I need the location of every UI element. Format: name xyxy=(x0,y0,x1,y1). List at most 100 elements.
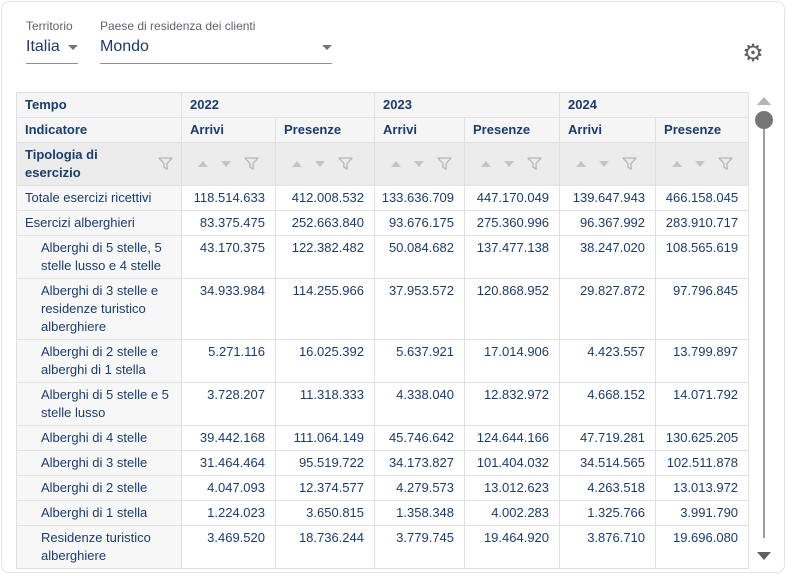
settings-button[interactable]: ⚙ xyxy=(739,40,767,68)
data-cell: 133.636.709 xyxy=(374,185,466,211)
data-cell: 1.325.766 xyxy=(559,500,657,526)
data-cell: 101.404.032 xyxy=(464,450,561,476)
vertical-scrollbar[interactable] xyxy=(752,97,776,562)
year-header-row: Tempo 2022 2023 2024 xyxy=(16,92,750,118)
sort-desc-icon[interactable] xyxy=(504,161,515,167)
sort-cell-arrivi-2023 xyxy=(374,142,466,186)
tipologia-header-cell: Tipologia di esercizio xyxy=(16,142,182,186)
data-cell: 3.469.520 xyxy=(181,525,276,569)
scroll-up-icon[interactable] xyxy=(757,97,771,105)
filter-funnel-icon[interactable] xyxy=(244,157,259,171)
data-cell: 252.663.840 xyxy=(274,210,376,236)
row-label: Alberghi di 5 stelle e 5 stelle lusso xyxy=(16,382,182,426)
data-cell: 111.064.149 xyxy=(274,425,376,451)
table-row: Alberghi di 5 stelle, 5 stelle lusso e 4… xyxy=(16,235,750,279)
sort-header-row: Tipologia di esercizio xyxy=(16,142,750,186)
chevron-down-icon xyxy=(68,44,78,50)
data-cell: 4.668.152 xyxy=(559,382,657,426)
table-row: Alberghi di 1 stella 1.224.023 3.650.815… xyxy=(16,500,750,526)
scroll-down-icon[interactable] xyxy=(757,552,771,560)
sort-asc-icon[interactable] xyxy=(391,161,402,167)
data-cell: 39.442.168 xyxy=(181,425,276,451)
data-cell: 275.360.996 xyxy=(464,210,561,236)
data-cell: 3.779.745 xyxy=(374,525,466,569)
tipologia-label: Tipologia di esercizio xyxy=(25,147,98,180)
sort-cell-arrivi-2022 xyxy=(181,142,276,186)
data-cell: 13.013.972 xyxy=(655,475,750,501)
data-cell: 43.170.375 xyxy=(181,235,276,279)
table-row: Alberghi di 4 stelle 39.442.168 111.064.… xyxy=(16,425,750,451)
col-header-arrivi-2022: Arrivi xyxy=(181,117,276,143)
territorio-filter: Territorio Italia xyxy=(26,19,78,64)
sort-asc-icon[interactable] xyxy=(576,161,587,167)
table-row: Residenze turistico alberghiere 3.469.52… xyxy=(16,525,750,569)
table-row: Alberghi di 3 stelle e residenze turisti… xyxy=(16,278,750,340)
data-cell: 18.736.244 xyxy=(274,525,376,569)
data-cell: 4.002.283 xyxy=(464,500,561,526)
sort-desc-icon[interactable] xyxy=(414,161,425,167)
data-cell: 83.375.475 xyxy=(181,210,276,236)
data-cell: 34.933.984 xyxy=(181,278,276,340)
col-header-presenze-2023: Presenze xyxy=(464,117,561,143)
sort-desc-icon[interactable] xyxy=(315,161,325,167)
year-2022-header: 2022 xyxy=(180,92,376,118)
data-cell: 50.084.682 xyxy=(374,235,466,279)
table-row: Totale esercizi ricettivi 118.514.633 41… xyxy=(16,185,750,211)
indicator-header-row: Indicatore Arrivi Presenze Arrivi Presen… xyxy=(16,117,750,143)
sort-asc-icon[interactable] xyxy=(198,161,208,167)
filter-funnel-icon[interactable] xyxy=(338,157,353,171)
data-cell: 120.868.952 xyxy=(464,278,561,340)
sort-cell-presenze-2024 xyxy=(655,142,750,186)
sort-cell-arrivi-2024 xyxy=(559,142,657,186)
data-cell: 139.647.943 xyxy=(559,185,657,211)
residence-country-label: Paese di residenza dei clienti xyxy=(100,19,256,33)
data-cell: 1.224.023 xyxy=(181,500,276,526)
data-cell: 45.746.642 xyxy=(374,425,466,451)
data-cell: 5.637.921 xyxy=(374,339,466,383)
data-cell: 122.382.482 xyxy=(274,235,376,279)
data-cell: 447.170.049 xyxy=(464,185,561,211)
sort-cell-presenze-2023 xyxy=(464,142,561,186)
filter-funnel-icon[interactable] xyxy=(527,157,542,171)
territorio-select[interactable]: Italia xyxy=(26,38,78,64)
col-header-presenze-2024: Presenze xyxy=(655,117,750,143)
sort-asc-icon[interactable] xyxy=(292,161,302,167)
data-cell: 3.650.815 xyxy=(274,500,376,526)
data-cell: 5.271.116 xyxy=(181,339,276,383)
data-cell: 466.158.045 xyxy=(655,185,750,211)
data-cell: 114.255.966 xyxy=(274,278,376,340)
data-cell: 31.464.464 xyxy=(181,450,276,476)
tempo-header: Tempo xyxy=(16,92,182,118)
col-header-arrivi-2024: Arrivi xyxy=(559,117,657,143)
indicatore-header: Indicatore xyxy=(16,117,182,143)
row-label: Residenze turistico alberghiere xyxy=(16,525,182,569)
scroll-thumb[interactable] xyxy=(755,111,773,129)
filter-funnel-icon[interactable] xyxy=(158,157,173,171)
filter-funnel-icon[interactable] xyxy=(622,157,637,171)
sort-asc-icon[interactable] xyxy=(672,161,683,167)
data-cell: 124.644.166 xyxy=(464,425,561,451)
data-cell: 3.991.790 xyxy=(655,500,750,526)
data-cell: 17.014.906 xyxy=(464,339,561,383)
data-cell: 93.676.175 xyxy=(374,210,466,236)
data-cell: 11.318.333 xyxy=(274,382,376,426)
sort-desc-icon[interactable] xyxy=(221,161,231,167)
filter-funnel-icon[interactable] xyxy=(718,157,733,171)
data-cell: 4.423.557 xyxy=(559,339,657,383)
data-cell: 34.514.565 xyxy=(559,450,657,476)
table-row: Alberghi di 2 stelle 4.047.093 12.374.57… xyxy=(16,475,750,501)
data-cell: 108.565.619 xyxy=(655,235,750,279)
sort-asc-icon[interactable] xyxy=(481,161,492,167)
table-row: Esercizi alberghieri 83.375.475 252.663.… xyxy=(16,210,750,236)
scroll-track[interactable] xyxy=(763,112,765,538)
sort-desc-icon[interactable] xyxy=(599,161,610,167)
filter-funnel-icon[interactable] xyxy=(437,157,452,171)
data-cell: 1.358.348 xyxy=(374,500,466,526)
residence-country-select[interactable]: Mondo xyxy=(100,38,332,64)
row-label: Esercizi alberghieri xyxy=(16,210,182,236)
data-cell: 19.464.920 xyxy=(464,525,561,569)
data-cell: 4.338.040 xyxy=(374,382,466,426)
sort-desc-icon[interactable] xyxy=(695,161,706,167)
data-cell: 37.953.572 xyxy=(374,278,466,340)
row-label: Alberghi di 3 stelle xyxy=(16,450,182,476)
